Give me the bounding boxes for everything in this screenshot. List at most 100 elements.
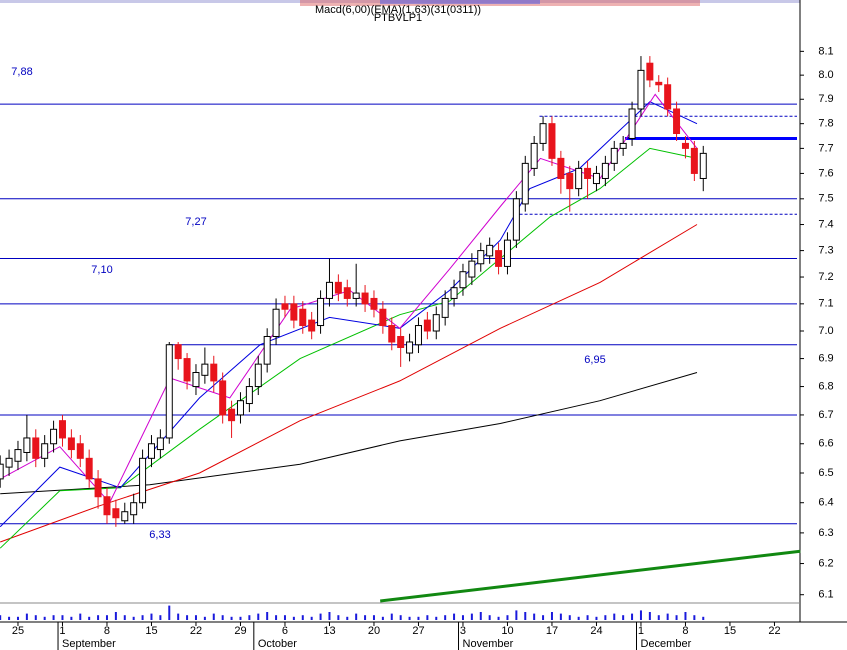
volume-bar: [675, 615, 678, 620]
volume-bar: [533, 613, 536, 620]
candle-body: [521, 162, 529, 205]
y-tick-label: 7.2: [818, 271, 833, 283]
volume-bar: [479, 612, 482, 620]
y-tick-label: 6.6: [818, 438, 833, 450]
candle-body: [245, 386, 253, 405]
y-tick-label: 8.0: [818, 69, 833, 81]
volume-bar: [488, 615, 491, 620]
candle-body: [637, 69, 645, 110]
candle-body: [477, 250, 485, 265]
x-tick-label: 24: [590, 625, 602, 637]
volume-bar: [203, 616, 206, 620]
volume-bar: [426, 615, 429, 620]
volume-bar: [604, 615, 607, 620]
candle-body: [610, 147, 618, 164]
candle-body: [655, 81, 663, 86]
candle-body: [299, 308, 307, 327]
candle-body: [352, 292, 360, 299]
volume-bar: [257, 613, 260, 620]
volume-bar: [684, 612, 687, 620]
x-tick-label: 6: [282, 625, 288, 637]
volume-bar: [702, 616, 705, 620]
candle-body: [67, 437, 75, 451]
volume-bar: [168, 605, 171, 620]
volume-bar: [132, 616, 135, 620]
volume-bar: [141, 615, 144, 620]
volume-bar: [417, 616, 420, 620]
volume-bar: [337, 615, 340, 620]
volume-bar: [372, 615, 375, 620]
y-tick-label: 7.3: [818, 245, 833, 257]
candle-body: [236, 400, 244, 416]
volume-bar: [105, 615, 108, 620]
candle-body: [41, 443, 49, 459]
candle-body: [94, 478, 102, 498]
candle-body: [139, 457, 147, 504]
y-tick-label: 6.3: [818, 527, 833, 539]
candle-body: [699, 152, 707, 179]
trend-line: [380, 549, 801, 603]
moving-average: [0, 224, 698, 543]
volume-bar: [266, 612, 269, 620]
candle-body: [5, 457, 13, 468]
volume-bar: [399, 615, 402, 620]
moving-average: [0, 147, 698, 549]
candle-body: [486, 244, 494, 257]
y-tick-label: 7.4: [818, 218, 833, 230]
volume-bar: [364, 615, 367, 620]
volume-bar: [622, 615, 625, 620]
candle-body: [325, 281, 333, 299]
candle-body: [495, 250, 503, 267]
candle-body: [370, 297, 378, 310]
x-tick-label: 1: [638, 625, 644, 637]
top-indicator-strip: [0, 0, 800, 6]
candle-body: [557, 157, 565, 179]
volume-bar: [666, 613, 669, 620]
candle-body: [575, 167, 583, 190]
volume-bar: [248, 615, 251, 620]
candle-body: [548, 123, 556, 159]
volume-bar: [8, 616, 11, 620]
candle-body: [32, 437, 40, 459]
candle-body: [0, 463, 4, 480]
candle-body: [308, 319, 316, 332]
month-label: November: [463, 638, 514, 650]
x-tick-label: 15: [145, 625, 157, 637]
candle-body: [397, 335, 405, 349]
chart-subtitle: PTBVLP1: [374, 12, 422, 24]
candle-body: [423, 319, 431, 332]
volume-bar: [43, 616, 46, 620]
candle-body: [468, 260, 476, 278]
candle-body: [628, 108, 636, 139]
volume-bar: [381, 616, 384, 620]
x-tick-label: 13: [323, 625, 335, 637]
volume-bar: [550, 612, 553, 620]
volume-bar: [515, 610, 518, 620]
x-tick-label: 17: [546, 625, 558, 637]
volume-bar: [444, 615, 447, 620]
candle-body: [334, 281, 342, 294]
candle-body: [272, 308, 280, 337]
candle-body: [121, 511, 129, 522]
level-label: 6,95: [584, 354, 605, 366]
candle-body: [210, 363, 218, 382]
volume-bar: [693, 615, 696, 620]
candle-body: [112, 508, 120, 519]
candle-body: [201, 363, 209, 376]
candle-body: [85, 457, 93, 480]
candle-body: [290, 303, 298, 321]
volume-bar: [239, 616, 242, 620]
volume-bar: [88, 616, 91, 620]
y-tick-label: 6.4: [818, 497, 833, 509]
candle-body: [183, 358, 191, 382]
candle-body: [673, 108, 681, 135]
volume-bar: [230, 616, 233, 620]
candle-body: [530, 142, 538, 169]
month-label: October: [258, 638, 297, 650]
volume-bar: [25, 613, 28, 620]
volume-bar: [177, 613, 180, 620]
candle-body: [361, 292, 369, 305]
level-label: 6,33: [149, 529, 170, 541]
volume-bar: [577, 616, 580, 620]
y-tick-label: 6.2: [818, 557, 833, 569]
